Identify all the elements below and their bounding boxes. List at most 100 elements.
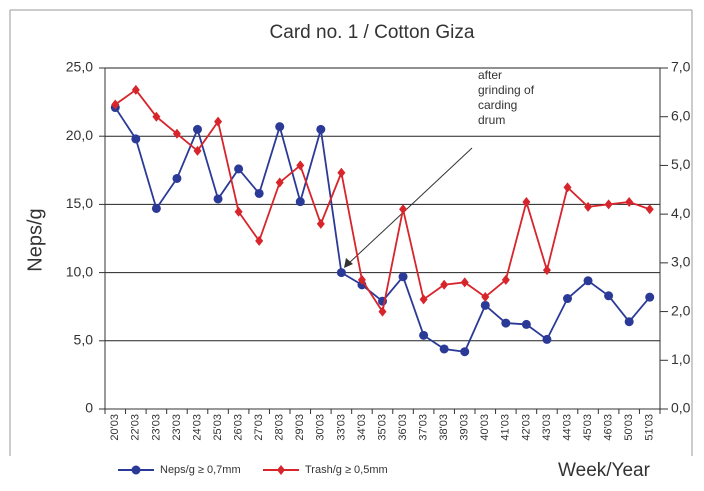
x-tick-label: 34'03	[356, 414, 368, 441]
x-tick-label: 30'03	[315, 414, 327, 441]
marker	[275, 122, 285, 132]
x-tick-label: 33'03	[335, 414, 347, 441]
legend-label: Neps/g ≥ 0,7mm	[160, 464, 241, 476]
x-tick-label: 36'03	[397, 414, 409, 441]
x-tick-label: 42'03	[520, 414, 532, 441]
marker	[214, 116, 223, 127]
marker	[152, 111, 161, 122]
x-tick-label: 45'03	[582, 414, 594, 441]
x-tick-label: 50'03	[623, 414, 635, 441]
marker	[316, 218, 325, 229]
marker	[542, 334, 552, 344]
marker	[563, 182, 572, 193]
x-tick-label: 24'03	[191, 414, 203, 441]
marker	[460, 347, 470, 357]
marker	[645, 204, 654, 215]
marker	[131, 84, 140, 95]
x-tick-label: 25'03	[212, 414, 224, 441]
y-tick-label: 10,0	[66, 263, 93, 279]
y-tick-label: 25,0	[66, 59, 93, 75]
annotation: drum	[478, 113, 505, 127]
marker	[604, 199, 613, 210]
x-tick-label: 23'03	[150, 414, 162, 441]
x-tick-label: 38'03	[438, 414, 450, 441]
x-tick-label: 46'03	[603, 414, 615, 441]
marker	[275, 177, 284, 188]
marker	[501, 318, 511, 328]
y-axis-label: Neps/g	[24, 208, 46, 271]
marker	[481, 291, 490, 302]
marker	[234, 164, 244, 174]
y2-tick-label: 1,0	[671, 351, 691, 367]
x-tick-label: 28'03	[274, 414, 286, 441]
marker	[645, 292, 655, 302]
y-tick-label: 5,0	[74, 332, 94, 348]
x-tick-label: 37'03	[418, 414, 430, 441]
marker	[419, 330, 429, 340]
marker	[378, 306, 387, 317]
x-tick-label: 44'03	[561, 414, 573, 441]
marker	[234, 206, 243, 217]
marker	[296, 160, 305, 171]
marker	[625, 196, 634, 207]
marker	[624, 317, 634, 327]
y-tick-label: 20,0	[66, 127, 93, 143]
marker	[419, 294, 428, 305]
x-tick-label: 43'03	[541, 414, 553, 441]
x-tick-label: 26'03	[233, 414, 245, 441]
marker	[501, 274, 510, 285]
marker	[583, 276, 593, 286]
marker	[521, 319, 531, 329]
marker	[584, 201, 593, 212]
marker	[213, 194, 223, 204]
marker	[522, 196, 531, 207]
legend-marker	[277, 465, 285, 475]
series-line	[114, 88, 651, 314]
marker	[336, 268, 346, 278]
annotation: after	[478, 68, 502, 82]
annotation-arrow	[347, 147, 473, 265]
marker	[480, 300, 490, 310]
legend-marker	[131, 465, 141, 475]
marker	[563, 294, 572, 304]
x-tick-label: 39'03	[459, 414, 471, 441]
chart-title: Card no. 1 / Cotton Giza	[270, 22, 475, 43]
x-tick-label: 41'03	[500, 414, 512, 441]
marker	[193, 124, 202, 134]
marker	[398, 272, 408, 282]
x-tick-label: 35'03	[376, 414, 388, 441]
marker	[357, 274, 366, 285]
marker	[295, 197, 305, 207]
marker	[255, 235, 264, 246]
marker	[440, 279, 449, 290]
marker	[460, 277, 469, 288]
x-tick-label: 40'03	[479, 414, 491, 441]
y2-tick-label: 2,0	[671, 302, 691, 318]
x-axis-label: Week/Year	[558, 460, 651, 481]
marker	[399, 204, 408, 215]
marker	[316, 124, 326, 134]
marker	[337, 167, 346, 178]
annotation-arrowhead	[344, 258, 353, 268]
y-tick-label: 0	[85, 400, 93, 416]
x-tick-label: 22'03	[130, 414, 142, 441]
y2-tick-label: 6,0	[671, 107, 691, 123]
marker	[151, 203, 161, 213]
y-tick-label: 15,0	[66, 195, 93, 211]
y2-tick-label: 3,0	[671, 254, 691, 270]
marker	[193, 145, 202, 156]
y2-tick-label: 0,0	[671, 400, 691, 416]
x-tick-label: 51'03	[644, 414, 656, 441]
annotation: grinding of	[478, 83, 535, 97]
annotation: carding	[478, 98, 517, 112]
y2-tick-label: 4,0	[671, 205, 691, 221]
marker	[254, 188, 264, 198]
marker	[604, 291, 614, 301]
x-tick-label: 23'03	[171, 414, 183, 441]
marker	[111, 99, 120, 110]
y2-tick-label: 7,0	[671, 59, 691, 75]
y2-tick-label: 5,0	[671, 156, 691, 172]
x-tick-label: 20'03	[109, 414, 121, 441]
